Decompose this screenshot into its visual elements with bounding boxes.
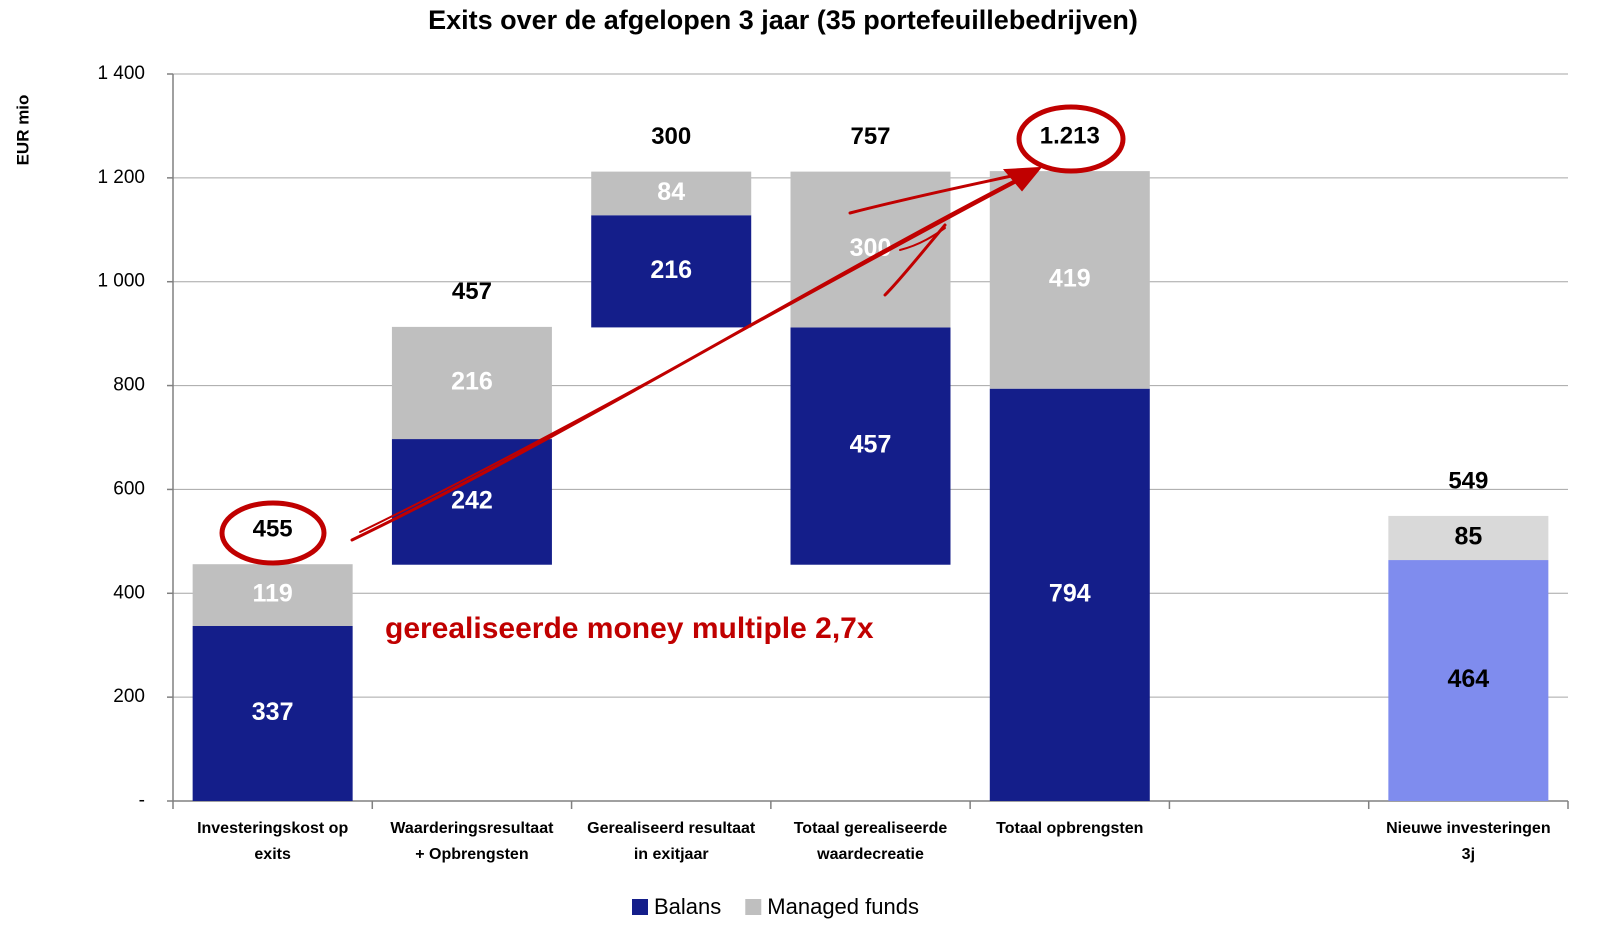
bar-segment	[1388, 560, 1549, 801]
total-label: 457	[452, 278, 492, 305]
arrow-head	[1002, 166, 1043, 192]
x-tick-label: Gerealiseerd resultaat in exitjaar	[587, 820, 756, 863]
y-tick-label: 400	[113, 582, 145, 603]
total-label: 455	[253, 516, 293, 543]
bar-segment	[989, 171, 1150, 389]
y-axis-label: EUR mio	[13, 95, 32, 166]
segment-label: 119	[252, 580, 292, 608]
bar-segment	[391, 326, 552, 440]
x-tick-label: Waarderingsresultaat + Opbrengsten	[390, 820, 554, 863]
x-tick-label: Totaal opbrengsten	[996, 820, 1143, 837]
arrow	[359, 175, 1029, 533]
bar-segment	[989, 388, 1150, 801]
bar-segment	[591, 171, 752, 216]
total-label: 300	[651, 123, 691, 150]
total-label: 757	[850, 123, 890, 150]
segment-label: 242	[451, 487, 493, 515]
annotation: gerealiseerde money multiple 2,7x	[385, 612, 874, 645]
y-tick-label: 1 000	[97, 271, 145, 292]
segment-label: 419	[1049, 265, 1091, 293]
x-tick-label: Investeringskost op exits	[197, 820, 348, 863]
segment-label: 464	[1447, 665, 1489, 693]
y-tick-label: 600	[113, 478, 145, 499]
legend-swatch	[745, 899, 762, 915]
legend-label: Balans	[654, 894, 721, 919]
y-tick-label: 1 400	[97, 63, 145, 84]
y-tick-label: -	[139, 790, 145, 811]
segment-label: 337	[252, 698, 294, 726]
segment-label: 794	[1049, 579, 1091, 607]
chart-title: Exits over de afgelopen 3 jaar (35 porte…	[428, 5, 1138, 35]
y-tick-label: 800	[113, 375, 145, 396]
legend-swatch	[632, 899, 648, 915]
highlight-ellipse	[1016, 104, 1126, 174]
segment-label: 457	[850, 431, 892, 459]
x-tick-label: Nieuwe investeringen 3j	[1386, 820, 1551, 863]
bar-segment	[192, 626, 353, 801]
highlight-ellipse	[219, 500, 327, 566]
total-label: 549	[1448, 467, 1488, 494]
bar-segment	[192, 564, 353, 627]
total-label: 1.213	[1040, 122, 1100, 149]
legend-label: Managed funds	[767, 894, 919, 919]
segment-label: 85	[1454, 523, 1482, 551]
segment-label: 216	[650, 256, 692, 284]
x-tick-label: Totaal gerealiseerde waardecreatie	[794, 820, 948, 863]
segment-label: 216	[451, 368, 493, 396]
arrow	[899, 227, 946, 251]
y-tick-label: 1 200	[97, 167, 145, 188]
overlay	[219, 104, 1126, 566]
segment-label: 84	[657, 178, 685, 206]
bar-segment	[591, 215, 752, 328]
y-tick-label: 200	[113, 686, 145, 707]
plot: - 200 400 600 800 1 000 1 200 1 400 Investerings…	[97, 63, 1569, 919]
bar-segment	[1388, 515, 1549, 561]
bar-segment	[790, 327, 951, 565]
